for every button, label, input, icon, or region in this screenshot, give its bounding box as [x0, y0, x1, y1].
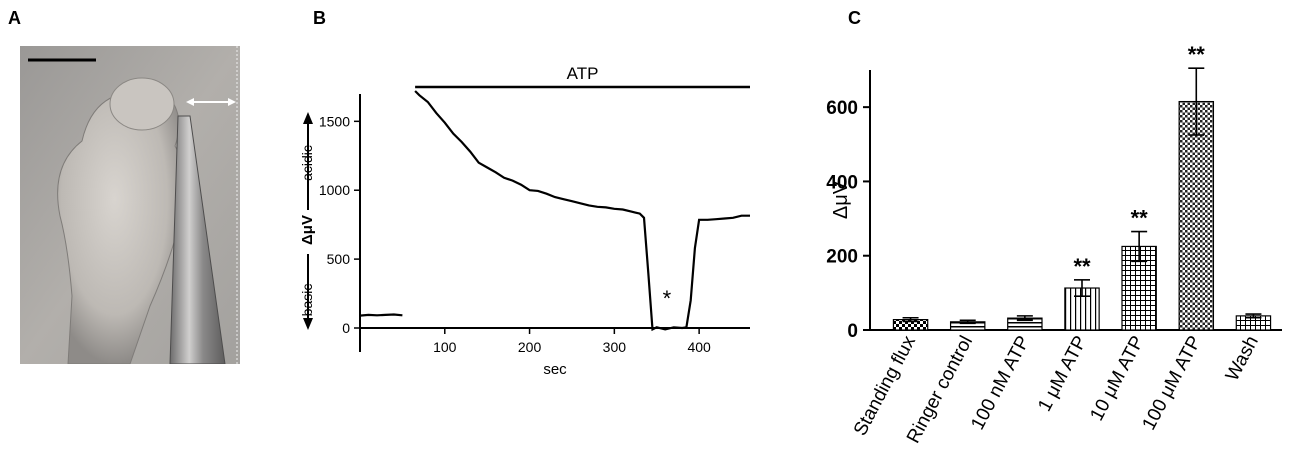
- series-line: [359, 90, 750, 332]
- category-label: Wash: [1222, 332, 1263, 384]
- category-label: 100 nM ATP: [967, 332, 1034, 433]
- bar: [1178, 100, 1215, 331]
- y-tick-label: 200: [826, 247, 858, 268]
- panel-letter-b: B: [313, 8, 326, 28]
- arrowhead-up-icon: [303, 112, 313, 124]
- cell-head: [109, 77, 175, 131]
- micrograph: [20, 46, 240, 364]
- category-label: 100 μM ATP: [1139, 332, 1206, 433]
- significance-star: *: [663, 286, 672, 311]
- y-tick-label: 1000: [319, 182, 350, 198]
- significance-label: **: [1073, 254, 1091, 279]
- y-tick-label: 0: [847, 321, 858, 342]
- significance-label: **: [1131, 206, 1149, 231]
- arrowhead-left-icon: [186, 98, 194, 106]
- pipette-icon: [169, 115, 226, 364]
- y-tick-label: 400: [826, 172, 858, 193]
- arrowhead-right-icon: [228, 98, 236, 106]
- y-tick-label: 500: [327, 251, 351, 267]
- category-label: 10 μM ATP: [1086, 332, 1148, 424]
- panel-letter-c: C: [848, 8, 861, 28]
- x-tick-label: 400: [687, 339, 711, 355]
- x-tick-label: 100: [433, 339, 457, 355]
- x-axis-label: sec: [543, 361, 567, 378]
- panel-letter-a: A: [8, 8, 21, 28]
- y-axis-label: ΔμV: [299, 215, 316, 245]
- x-tick-label: 300: [603, 339, 627, 355]
- x-tick-label: 200: [518, 339, 542, 355]
- y-tick-label: 0: [342, 320, 350, 336]
- significance-label: **: [1188, 42, 1206, 67]
- category-label: 1 μM ATP: [1034, 332, 1091, 415]
- y-tick-label: 600: [826, 98, 858, 119]
- y-axis-label: ΔμV: [830, 180, 852, 219]
- y-tick-label: 1500: [319, 113, 350, 129]
- arrowhead-down-icon: [303, 318, 313, 330]
- treatment-label: ATP: [567, 64, 599, 83]
